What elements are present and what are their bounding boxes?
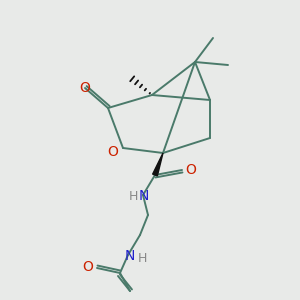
- Text: O: O: [80, 81, 90, 95]
- Text: H: H: [128, 190, 138, 202]
- Text: N: N: [125, 249, 135, 263]
- Text: O: O: [108, 145, 118, 159]
- Text: O: O: [186, 163, 196, 177]
- Text: O: O: [82, 260, 93, 274]
- Text: N: N: [139, 189, 149, 203]
- Polygon shape: [153, 153, 163, 176]
- Text: H: H: [137, 251, 147, 265]
